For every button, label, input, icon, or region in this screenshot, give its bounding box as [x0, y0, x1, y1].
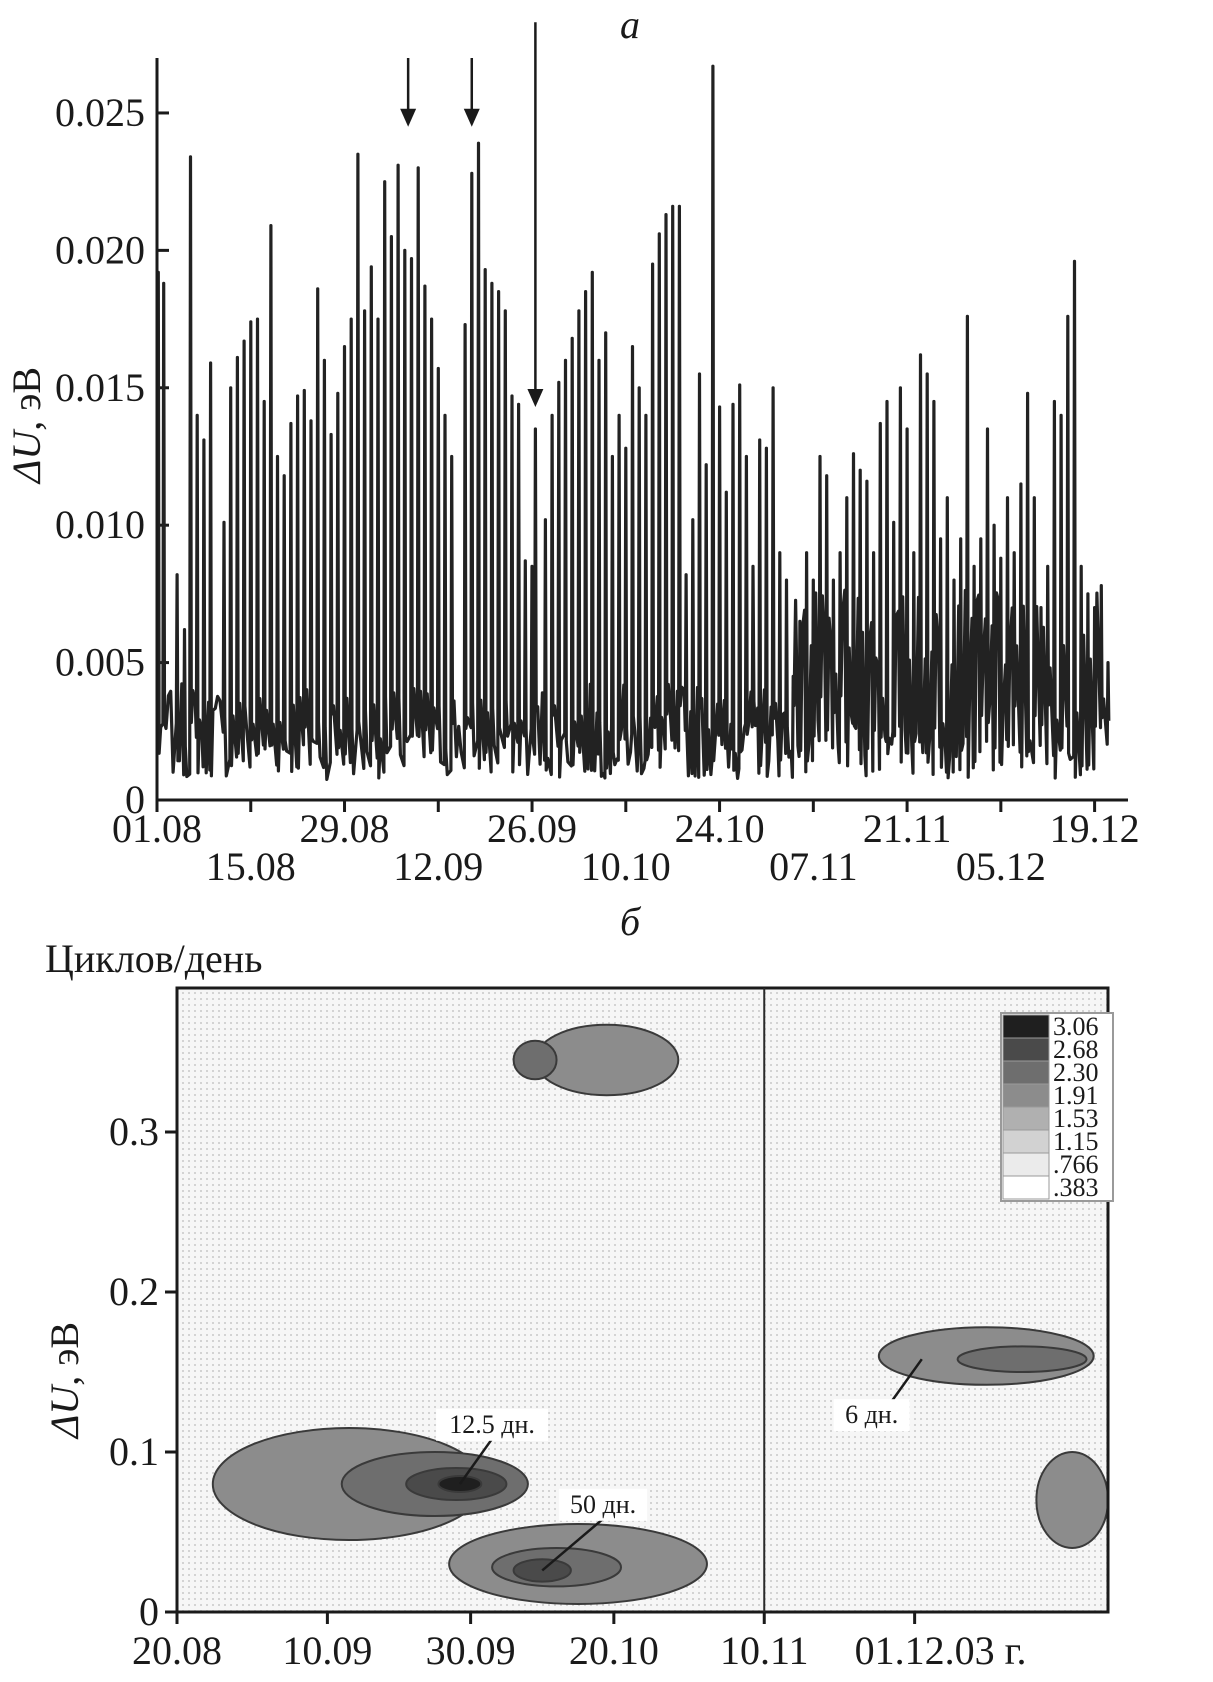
panel-b-y-tick-label: 0 [139, 1589, 159, 1634]
panel-b-y-ticks: 0 0.1 0.2 0.3 [109, 1109, 177, 1634]
panel-a-arrow-3-head [527, 389, 544, 408]
panel-a-y-tick-label: 0.015 [55, 365, 145, 410]
panel-b-x-tick-label: 10.09 [282, 1628, 372, 1673]
panel-b-annotation-box [559, 1488, 648, 1521]
panel-a-x-tick-label: 15.08 [206, 844, 296, 889]
panel-b-contour-region [956, 1345, 1088, 1373]
panel-b-letter: б [620, 899, 642, 944]
panel-b-legend-swatch [1002, 1037, 1050, 1062]
panel-a-y-tick-label: 0 [125, 777, 145, 822]
panel-b-legend: 3.062.682.301.911.531.15.766.383 [1000, 1012, 1114, 1202]
panel-b-contour-region [512, 1558, 572, 1583]
panel-b-legend-label: 2.68 [1053, 1035, 1099, 1064]
panel-b-annotation-box [833, 1399, 910, 1432]
panel-b-y-units-label: Циклов/день [45, 936, 262, 981]
panel-b-legend-swatch [1002, 1083, 1050, 1108]
panel-a-y-axis-unit: , эВ [4, 367, 49, 431]
panel-a-x-tick-label: 29.08 [300, 806, 390, 851]
panel-a-arrow-1-head [400, 108, 417, 127]
panel-b-x-tick-label: 20.08 [132, 1628, 222, 1673]
panel-a-x-tick-label: 19.12 [1050, 806, 1140, 851]
panel-b-x-ticks: 20.08 10.09 30.09 20.10 10.11 01.12.03 г. [132, 1612, 1027, 1673]
panel-b-annotation-label: 6 дн. [845, 1400, 898, 1429]
panel-b-legend-label: 3.06 [1053, 1012, 1099, 1041]
panel-b-y-tick-label: 0.3 [109, 1109, 159, 1154]
panel-b-legend-swatch [1002, 1060, 1050, 1085]
panel-a-x-tick-label: 01.08 [112, 806, 202, 851]
panel-b-legend-label: .383 [1053, 1173, 1099, 1202]
panel-a-y-tick-label: 0.010 [55, 502, 145, 547]
panel-b-y-axis-unit: , эВ [42, 1322, 87, 1386]
panel-b-annotation-label: 50 дн. [570, 1490, 636, 1519]
panel-a-arrow-2-head [463, 108, 480, 127]
panel-a-y-axis-symbol: ΔU [4, 428, 49, 485]
panel-a-series [155, 64, 1111, 781]
panel-b-plot-frame [175, 986, 1110, 1614]
panel-a-x-tick-label: 07.11 [769, 844, 858, 889]
panel-a-series-line [155, 64, 1111, 781]
panel-b-legend-label: 1.91 [1053, 1081, 1099, 1110]
panel-b-y-tick-label: 0.1 [109, 1429, 159, 1474]
panel-b-x-tick-label: 30.09 [426, 1628, 516, 1673]
panel-a-x-tick-label: 21.11 [863, 806, 952, 851]
panel-b-annotation-box [436, 1408, 549, 1441]
panel-b-legend-label: 1.15 [1053, 1127, 1099, 1156]
panel-b-legend-swatch [1002, 1175, 1050, 1200]
panel-b-contour-region [1035, 1451, 1108, 1549]
panel-a-x-tick-label: 12.09 [393, 844, 483, 889]
panel-b-y-axis-title: ΔU, эВ [42, 1322, 87, 1440]
panel-a-y-tick-label: 0.025 [55, 90, 145, 135]
panel-b-legend-label: 2.30 [1053, 1058, 1099, 1087]
panel-b-x-tick-label: 10.11 [720, 1628, 809, 1673]
panel-a-letter: а [620, 2, 640, 47]
panel-b-y-axis-symbol: ΔU [42, 1383, 87, 1440]
panel-b-annotation-leader [541, 1517, 604, 1572]
panel-b-legend-label: 1.53 [1053, 1104, 1099, 1133]
panel-b-legend-swatch [1002, 1106, 1050, 1131]
panel-a-y-ticks: 0 0.005 0.010 0.015 0.020 0.025 [55, 90, 169, 822]
panel-a-y-tick-label: 0.020 [55, 227, 145, 272]
panel-b-x-tick-label: 20.10 [569, 1628, 659, 1673]
panel-b-legend-swatch [1002, 1014, 1050, 1039]
panel-a-x-tick-label: 26.09 [487, 806, 577, 851]
panel-a-x-tick-label: 05.12 [956, 844, 1046, 889]
panel-a-y-tick-label: 0.005 [55, 640, 145, 685]
panel-b-y-tick-label: 0.2 [109, 1269, 159, 1314]
panel-b-annotations: 12.5 дн. 50 дн. 6 дн. [436, 1358, 923, 1572]
panel-b-annotation-label: 12.5 дн. [449, 1410, 535, 1439]
panel-b-annotation-leader [458, 1438, 494, 1485]
panel-b: б Циклов/день ΔU, эВ 0 0.1 0.2 0.3 20.08 10.… [42, 899, 1114, 1673]
panel-a: а ΔU, эВ 0 0.005 0.010 0.015 0.020 0.025 01.0… [4, 2, 1140, 889]
panel-a-x-tick-label: 24.10 [675, 806, 765, 851]
panel-a-x-ticks: 01.08 29.08 26.09 24.10 21.11 19.12 15.08 12.09… [112, 800, 1140, 889]
panel-b-legend-swatch [1002, 1152, 1050, 1177]
panel-b-legend-label: .766 [1053, 1150, 1099, 1179]
panel-a-x-tick-label: 10.10 [581, 844, 671, 889]
panel-b-x-tick-label: 01.12.03 г. [855, 1628, 1027, 1673]
panel-b-contour-region [512, 1039, 558, 1081]
panel-a-arrows [400, 22, 544, 408]
panel-b-legend-swatch [1002, 1129, 1050, 1154]
panel-a-y-axis-title: ΔU, эВ [4, 367, 49, 485]
